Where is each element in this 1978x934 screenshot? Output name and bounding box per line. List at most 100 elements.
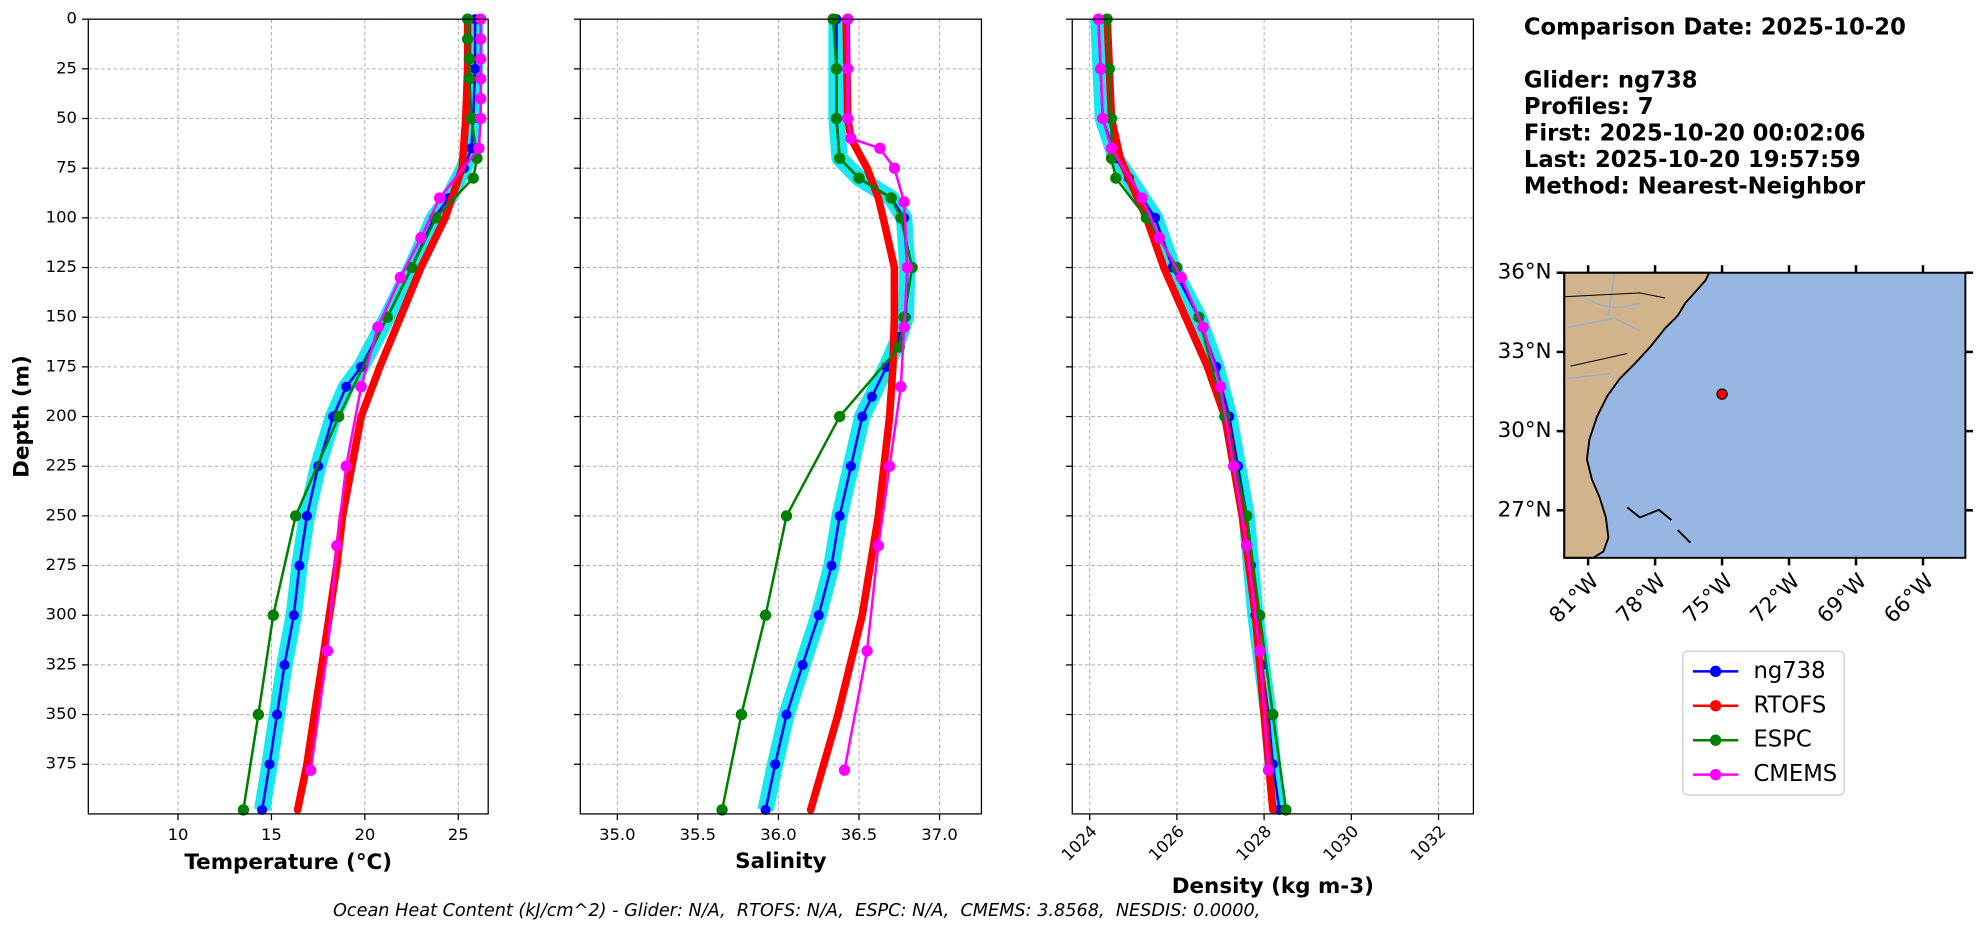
series-marker — [475, 53, 487, 65]
series-marker — [1254, 645, 1266, 657]
legend-label: ESPC — [1753, 727, 1811, 753]
x-tick-label: 10 — [168, 825, 189, 844]
map-lon-label: 66°W — [1879, 569, 1939, 629]
series-marker — [257, 804, 268, 815]
series-marker — [1105, 152, 1118, 164]
series-marker — [716, 804, 728, 816]
map-borders — [1564, 292, 1666, 367]
x-tick-label: 1024 — [1058, 822, 1101, 865]
series-marker — [1227, 460, 1240, 472]
legend-label: ng738 — [1753, 658, 1825, 684]
series-marker — [842, 63, 854, 75]
series-marker — [1240, 510, 1253, 522]
series-line — [720, 19, 914, 811]
series-marker — [310, 710, 319, 719]
series-marker — [433, 192, 446, 204]
series-line — [1097, 19, 1281, 811]
x-tick-label: 1028 — [1232, 822, 1275, 865]
y-tick-label: 275 — [46, 555, 77, 574]
series-marker — [888, 162, 901, 174]
series-marker — [834, 710, 842, 719]
series-marker — [475, 73, 487, 85]
series-marker — [1197, 321, 1209, 333]
x-axis-label: Temperature (°C) — [184, 850, 392, 875]
y-tick-label: 225 — [46, 456, 77, 475]
series-marker — [735, 708, 748, 721]
glider-location — [1716, 388, 1728, 400]
axes-frame — [87, 18, 489, 815]
series-marker — [1103, 63, 1115, 75]
x-tick-label: 1026 — [1145, 822, 1188, 865]
series-marker — [415, 232, 427, 244]
map-land — [1563, 271, 1711, 559]
x-axis-label: Density (kg m-3) — [1172, 874, 1374, 899]
series-marker — [830, 63, 843, 75]
info-line: Glider: ng738 — [1524, 67, 1698, 93]
map-islands — [1626, 506, 1692, 544]
series-marker — [813, 610, 824, 621]
series-marker — [394, 271, 407, 284]
series-marker — [417, 263, 425, 272]
x-tick-label: 15 — [261, 825, 282, 844]
info-line: First: 2025-10-20 00:02:06 — [1524, 120, 1866, 146]
series-marker — [267, 609, 279, 621]
series-marker — [357, 412, 365, 421]
series-marker — [405, 261, 418, 274]
series-marker — [1094, 63, 1107, 75]
series-marker — [885, 412, 894, 421]
series-marker — [874, 194, 883, 202]
series-marker — [857, 411, 868, 422]
info-line: Profiles: 7 — [1524, 94, 1654, 120]
map-lon-label: 69°W — [1813, 569, 1873, 629]
map-lon-label: 72°W — [1746, 569, 1806, 629]
profile-spread — [254, 19, 484, 812]
series-marker — [874, 142, 886, 154]
series-marker — [333, 410, 345, 423]
series-marker — [1175, 271, 1187, 284]
series-marker — [883, 460, 896, 472]
y-tick-label: 75 — [56, 158, 77, 177]
series-marker — [271, 709, 283, 720]
x-axis-label: Salinity — [735, 849, 826, 874]
footer: Ocean Heat Content (kJ/cm^2) - Glider: N… — [333, 901, 1260, 921]
x-tick-label: 1032 — [1407, 822, 1450, 865]
map-lon-label: 75°W — [1679, 569, 1739, 629]
y-tick-label: 150 — [46, 307, 77, 326]
map-frame — [1563, 271, 1967, 559]
y-tick-label: 100 — [46, 207, 77, 226]
series-marker — [340, 460, 352, 472]
series-marker — [355, 381, 367, 393]
series-marker — [830, 112, 843, 125]
series-marker — [461, 33, 474, 45]
legend-marker — [1709, 734, 1722, 746]
series-marker — [1181, 313, 1190, 321]
series-marker — [279, 659, 290, 670]
series-marker — [780, 510, 793, 522]
series-marker — [806, 806, 815, 814]
y-tick-label: 375 — [46, 754, 77, 773]
series-marker — [890, 263, 899, 272]
series-marker — [866, 391, 877, 402]
y-tick-label: 25 — [56, 58, 77, 77]
x-tick-label: 35.5 — [680, 825, 716, 844]
map-rivers — [1564, 272, 1641, 380]
series-marker — [1110, 172, 1122, 184]
y-tick-label: 50 — [56, 108, 77, 127]
series-marker — [898, 321, 910, 333]
series-line — [309, 19, 483, 771]
series-marker — [781, 709, 792, 720]
series-line — [293, 19, 472, 811]
series-marker — [1203, 363, 1212, 371]
series-marker — [1153, 232, 1166, 244]
info-line: Last: 2025-10-20 19:57:59 — [1524, 147, 1861, 173]
map-lon-label: 81°W — [1545, 569, 1605, 629]
series-marker — [321, 645, 334, 657]
axes-frame — [579, 18, 983, 815]
series-marker — [1214, 381, 1227, 393]
series-marker — [874, 512, 883, 520]
series-marker — [898, 196, 910, 208]
series-marker — [473, 142, 485, 154]
y-axis-label: Depth (m) — [10, 355, 35, 478]
series-marker — [770, 759, 781, 770]
